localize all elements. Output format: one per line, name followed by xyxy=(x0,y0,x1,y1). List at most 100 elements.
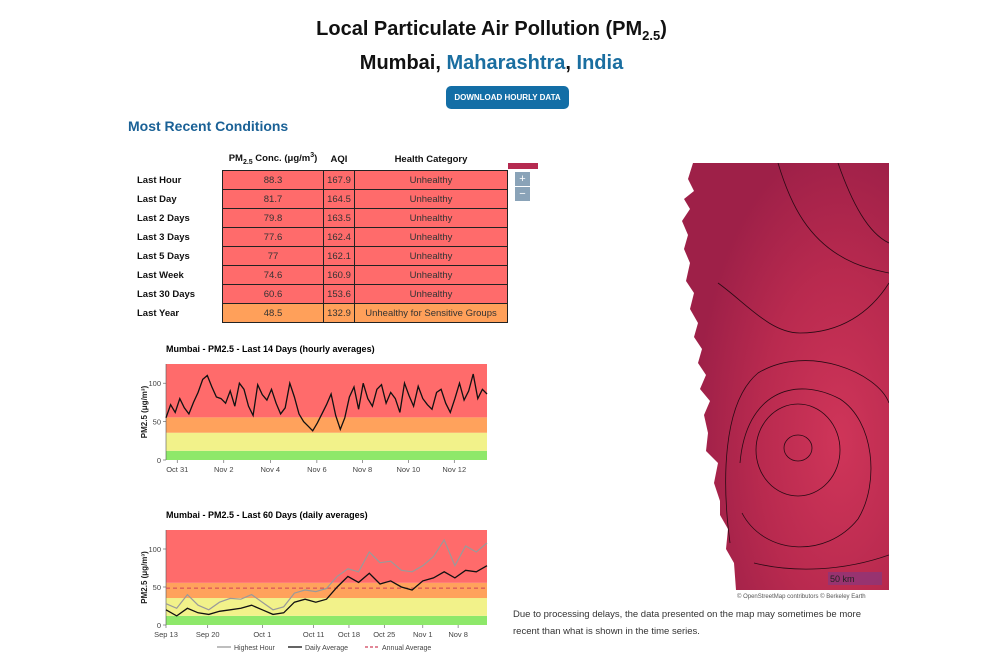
conditions-row: Last 2 Days 79.8 163.5 Unhealthy xyxy=(131,208,508,228)
x-tick-label: Oct 31 xyxy=(166,465,188,474)
row-category: Unhealthy xyxy=(354,265,508,285)
y-tick-label: 100 xyxy=(148,379,161,388)
x-tick-label: Nov 12 xyxy=(442,465,466,474)
x-tick-label: Nov 1 xyxy=(413,630,433,639)
aqi-band xyxy=(166,450,487,460)
download-hourly-data-button[interactable]: DOWNLOAD HOURLY DATA xyxy=(446,86,569,109)
aqi-band xyxy=(166,615,487,625)
row-label: Last Year xyxy=(137,307,180,319)
country-link[interactable]: India xyxy=(576,52,624,74)
row-aqi: 132.9 xyxy=(323,303,355,323)
row-label: Last 5 Days xyxy=(137,250,190,262)
map-delay-note: Due to processing delays, the data prese… xyxy=(513,609,861,637)
x-tick-label: Oct 1 xyxy=(253,630,271,639)
row-aqi: 153.6 xyxy=(323,284,355,304)
row-concentration: 81.7 xyxy=(222,189,324,209)
x-tick-label: Nov 10 xyxy=(396,465,420,474)
conditions-row: Last Year 48.5 132.9 Unhealthy for Sensitiv… xyxy=(131,303,508,323)
page-title: Local Particulate Air Pollution (PM2.5) xyxy=(316,18,667,43)
header-health-category: Health Category xyxy=(394,153,468,165)
legend-entry: Daily Average xyxy=(305,645,348,652)
row-aqi: 162.4 xyxy=(323,227,355,247)
x-tick-label: Nov 6 xyxy=(307,465,327,474)
aqi-band xyxy=(166,364,487,418)
x-tick-label: Sep 20 xyxy=(196,630,220,639)
x-tick-label: Nov 8 xyxy=(353,465,373,474)
conditions-row: Last 5 Days 77 162.1 Unhealthy xyxy=(131,246,508,266)
conditions-row: Last Hour 88.3 167.9 Unhealthy xyxy=(131,170,508,190)
row-aqi: 163.5 xyxy=(323,208,355,228)
row-label: Last 30 Days xyxy=(137,288,196,300)
x-tick-label: Nov 2 xyxy=(214,465,234,474)
row-aqi: 164.5 xyxy=(323,189,355,209)
aqi-band xyxy=(166,417,487,433)
conditions-row: Last 3 Days 77.6 162.4 Unhealthy xyxy=(131,227,508,247)
aqi-band xyxy=(166,432,487,451)
row-concentration: 48.5 xyxy=(222,303,324,323)
row-concentration: 77.6 xyxy=(222,227,324,247)
row-label: Last Hour xyxy=(137,174,182,186)
row-concentration: 79.8 xyxy=(222,208,324,228)
y-axis-label: PM2.5 (μg/m³) xyxy=(140,385,149,438)
x-tick-label: Oct 18 xyxy=(338,630,360,639)
zoom-in-button[interactable]: + xyxy=(515,172,530,186)
row-category: Unhealthy xyxy=(354,227,508,247)
row-label: Last Day xyxy=(137,193,177,205)
header-concentration: PM2.5 Conc. (μg/m3) xyxy=(228,151,318,167)
series-line xyxy=(165,373,488,432)
aqi-band xyxy=(166,598,487,616)
y-tick-label: 50 xyxy=(153,418,161,427)
y-tick-label: 50 xyxy=(153,583,161,592)
chart-title: Mumbai - PM2.5 - Last 14 Days (hourly av… xyxy=(166,344,375,354)
series-line xyxy=(165,538,488,611)
pollution-map[interactable]: 50 km © OpenStreetMap contributors © Ber… xyxy=(508,163,889,601)
row-label: Last Week xyxy=(137,269,184,281)
most-recent-conditions-heading: Most Recent Conditions xyxy=(128,118,289,134)
pollution-land xyxy=(682,163,889,590)
row-concentration: 74.6 xyxy=(222,265,324,285)
row-category: Unhealthy xyxy=(354,170,508,190)
row-category: Unhealthy for Sensitive Groups xyxy=(354,303,508,323)
row-label: Last 3 Days xyxy=(137,231,190,243)
zoom-out-button[interactable]: − xyxy=(515,187,530,201)
row-category: Unhealthy xyxy=(354,246,508,266)
conditions-table: PM2.5 Conc. (μg/m3) AQI Health Category … xyxy=(131,148,508,323)
city-name: Mumbai xyxy=(359,52,436,74)
row-aqi: 160.9 xyxy=(323,265,355,285)
y-tick-label: 0 xyxy=(157,621,161,630)
series-line xyxy=(165,565,488,617)
map-scale: 50 km xyxy=(830,574,855,584)
row-aqi: 162.1 xyxy=(323,246,355,266)
row-category: Unhealthy xyxy=(354,208,508,228)
chart-title: Mumbai - PM2.5 - Last 60 Days (daily ave… xyxy=(166,510,368,520)
conditions-row: Last Day 81.7 164.5 Unhealthy xyxy=(131,189,508,209)
state-link[interactable]: Maharashtra xyxy=(446,52,566,74)
x-tick-label: Oct 25 xyxy=(373,630,395,639)
y-axis-label: PM2.5 (μg/m³) xyxy=(140,551,149,604)
x-tick-label: Oct 11 xyxy=(303,630,325,639)
row-concentration: 88.3 xyxy=(222,170,324,190)
row-aqi: 167.9 xyxy=(323,170,355,190)
conditions-row: Last Week 74.6 160.9 Unhealthy xyxy=(131,265,508,285)
y-tick-label: 100 xyxy=(148,545,161,554)
chart-14-days: Mumbai - PM2.5 - Last 14 Days (hourly av… xyxy=(140,344,488,474)
row-concentration: 77 xyxy=(222,246,324,266)
header-aqi: AQI xyxy=(330,153,348,165)
map-credit: © OpenStreetMap contributors © Berkeley … xyxy=(737,593,866,600)
row-category: Unhealthy xyxy=(354,284,508,304)
chart-60-days: Mumbai - PM2.5 - Last 60 Days (daily ave… xyxy=(140,510,488,652)
pollution-surface xyxy=(508,163,538,169)
row-category: Unhealthy xyxy=(354,189,508,209)
x-tick-label: Nov 4 xyxy=(261,465,281,474)
contour-lines xyxy=(717,163,889,570)
y-tick-label: 0 xyxy=(157,456,161,465)
row-concentration: 60.6 xyxy=(222,284,324,304)
location-title: Mumbai, Maharashtra, India xyxy=(359,52,624,74)
conditions-row: Last 30 Days 60.6 153.6 Unhealthy xyxy=(131,284,508,304)
legend-entry: Annual Average xyxy=(382,645,431,652)
x-tick-label: Nov 8 xyxy=(448,630,468,639)
row-label: Last 2 Days xyxy=(137,212,190,224)
legend-entry: Highest Hour xyxy=(234,645,276,652)
x-tick-label: Sep 13 xyxy=(154,630,178,639)
aqi-band xyxy=(166,582,487,599)
